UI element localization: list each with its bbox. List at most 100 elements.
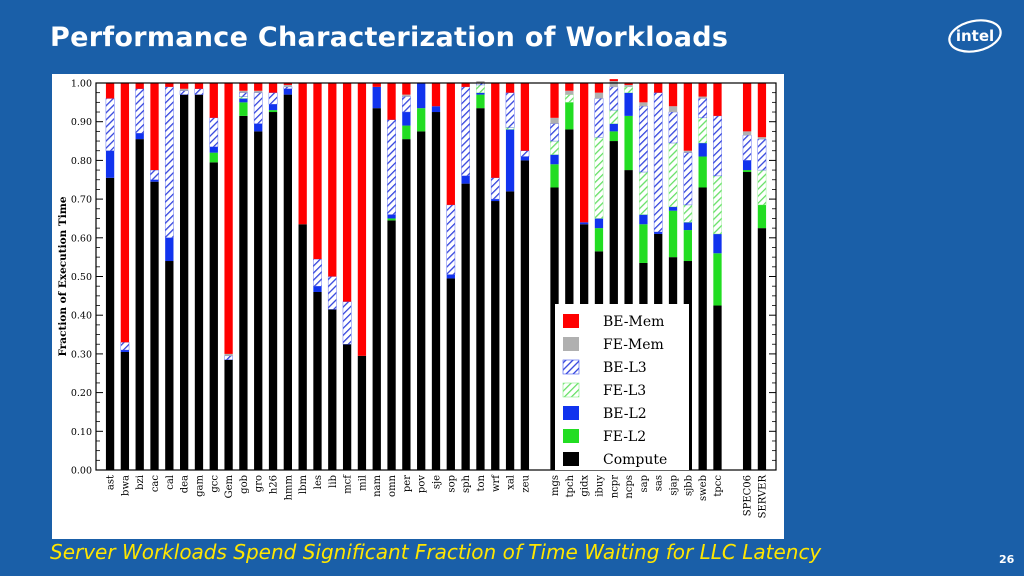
bar-sje-compute [431,112,441,471]
bar-mcf-be-mem [342,83,352,302]
bar-hmm-be-l2 [283,88,292,95]
bar-dea-fe-mem [180,88,189,91]
bar-SERVER-fe-mem [757,137,767,140]
bar-Gem-be-l3 [224,355,233,360]
bar-sap-be-l3 [639,106,648,173]
bar-sap-be-mem [639,83,648,103]
legend-swatch-be-mem [563,314,579,328]
bar-mcf-compute [342,344,352,470]
bar-sph-be-l3 [461,86,470,177]
bar-sweb-fe-l2 [698,156,707,188]
bar-cac-be-mem [150,83,159,171]
bar-dea-be-mem [180,83,189,89]
bar-omn-be-l2 [387,214,396,219]
bar-ast-be-mem [105,83,115,99]
x-tick-label: bzi [135,475,146,490]
bar-SERVER-be-mem [757,83,767,138]
bar-SERVER-fe-l2 [757,204,767,229]
bar-mgs-be-l3 [550,123,559,142]
y-tick-label: 0.30 [71,349,92,360]
x-tick-label: nam [372,474,383,496]
bar-hmm-fe-mem [283,84,292,87]
legend-label-fe-l3: FE-L3 [603,383,646,399]
bar-ast-be-l2 [105,150,115,178]
bar-ast-be-l3 [105,98,115,151]
bar-gro-fe-mem [254,90,263,93]
bar-gcc-be-mem [209,83,218,118]
bar-h26-compute [268,112,278,471]
bar-les-compute [313,291,322,470]
bar-sop-compute [446,278,455,470]
bar-bwa-compute [120,351,130,470]
bar-sweb-be-l3 [698,98,708,119]
bar-cac-compute [150,181,159,470]
bar-xal-compute [505,191,515,471]
x-tick-label: ibuy [594,475,605,497]
bar-nam-be-l2 [372,86,381,109]
bar-mgs-be-mem [550,83,559,118]
bar-per-fe-l2 [402,125,411,140]
bar-mcf-be-l3 [342,301,352,345]
bar-lib-be-mem [328,83,337,277]
x-tick-label: cal [165,475,176,490]
bar-gidx-be-mem [580,83,589,223]
bar-gcc-fe-l2 [209,152,218,163]
bar-SPEC06-fe-mem [742,131,752,136]
bar-per-fe-mem [402,94,411,97]
bar-wrf-be-mem [491,83,500,178]
bar-sjbb-fe-l3 [683,204,693,223]
bar-bzi-be-l2 [135,133,144,140]
x-tick-label: hmm [283,474,294,500]
bar-gro-be-l2 [254,123,263,132]
x-tick-label: sap [639,475,650,493]
x-tick-label: per [402,475,413,492]
bar-SPEC06-be-l3 [742,135,752,161]
bar-bwa-be-l3 [120,342,130,351]
x-tick-label: ncpr [609,475,620,498]
intel-logo: intel [946,14,1006,58]
y-tick-label: 0.10 [71,427,92,438]
bar-SPEC06-be-mem [742,83,752,132]
bar-ibuy-be-l2 [594,218,604,229]
bar-ton-fe-l3 [476,84,485,93]
bar-ncps-be-mem [624,83,633,85]
bar-ncpr-be-l2 [609,123,618,132]
bar-sph-be-l2 [461,175,470,184]
legend-swatch-be-l2 [563,406,579,420]
bar-wrf-be-l3 [490,177,500,200]
bar-hmm-be-mem [283,83,292,85]
bar-sph-be-mem [461,83,470,87]
bar-gcc-be-l2 [209,146,218,153]
bar-pov-compute [417,131,426,470]
bar-omn-compute [387,220,396,470]
bar-gob-be-mem [239,83,248,91]
bar-sjap-be-l2 [668,206,678,211]
bar-sweb-be-l2 [698,142,707,157]
legend-swatch-be-l3 [562,359,580,375]
legend-swatch-compute [563,452,579,466]
y-axis-label: Fraction of Execution Time [57,196,69,356]
bar-per-be-mem [402,83,411,95]
bar-h26-fe-l2 [268,110,278,113]
bar-hmm-be-l3 [283,86,293,90]
bar-gob-be-l3 [239,92,248,97]
bar-sjbb-be-l2 [683,222,692,231]
bar-gcc-compute [209,162,218,470]
x-tick-label: ast [106,475,117,490]
bar-sweb-fe-l3 [698,117,708,144]
bar-Gem-fe-mem [224,353,233,356]
bar-tpcc-be-l2 [713,233,722,254]
bar-omn-be-l3 [387,119,396,215]
x-tick-label: tpcc [713,475,724,497]
x-tick-label: omn [387,474,398,497]
bar-ncps-fe-l2 [624,115,633,171]
bar-SPEC06-fe-l2 [742,170,752,173]
bar-sjap-fe-l3 [668,142,678,208]
bar-tpcc-fe-l2 [713,253,722,306]
legend-label-be-l2: BE-L2 [603,406,647,422]
x-tick-label: les [313,475,324,489]
legend-swatch-fe-mem [563,337,579,351]
legend-swatch-fe-l3 [562,382,580,398]
bar-ibuy-fe-l2 [594,228,604,252]
bar-les-be-l3 [313,258,322,287]
